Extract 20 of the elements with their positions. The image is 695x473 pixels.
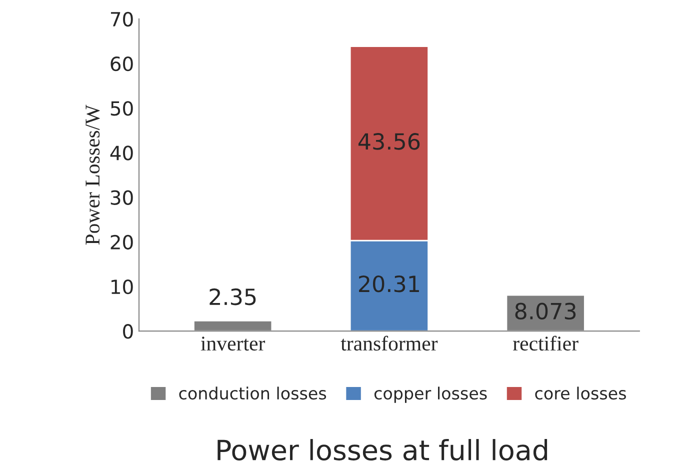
y-tick-label: 0 [123,324,133,339]
data-label: 2.35 [210,288,256,306]
y-tick-label: 60 [110,56,133,72]
x-tick-label: rectifier [513,336,578,351]
y-tick-label: 40 [110,146,133,160]
x-tick-label: transformer [340,336,438,351]
data-label: 8.073 [515,302,576,320]
y-tick-label: 70 [110,12,133,27]
x-tick-label: inverter [200,336,266,351]
data-label: 43.56 [358,133,420,150]
legend-label: copper losses [374,386,487,403]
data-label: 20.31 [359,275,419,292]
y-tick-label: 20 [110,234,133,250]
legend-label: core losses [535,386,626,400]
y-tick-label: 30 [110,190,133,205]
text: Power losses at full load [218,439,548,461]
y-axis-title: Power Losses/W [86,104,100,245]
y-tick-label: 10 [112,279,133,294]
y-tick-label: 50 [110,101,133,116]
legend-label: conduction losses [179,386,326,400]
